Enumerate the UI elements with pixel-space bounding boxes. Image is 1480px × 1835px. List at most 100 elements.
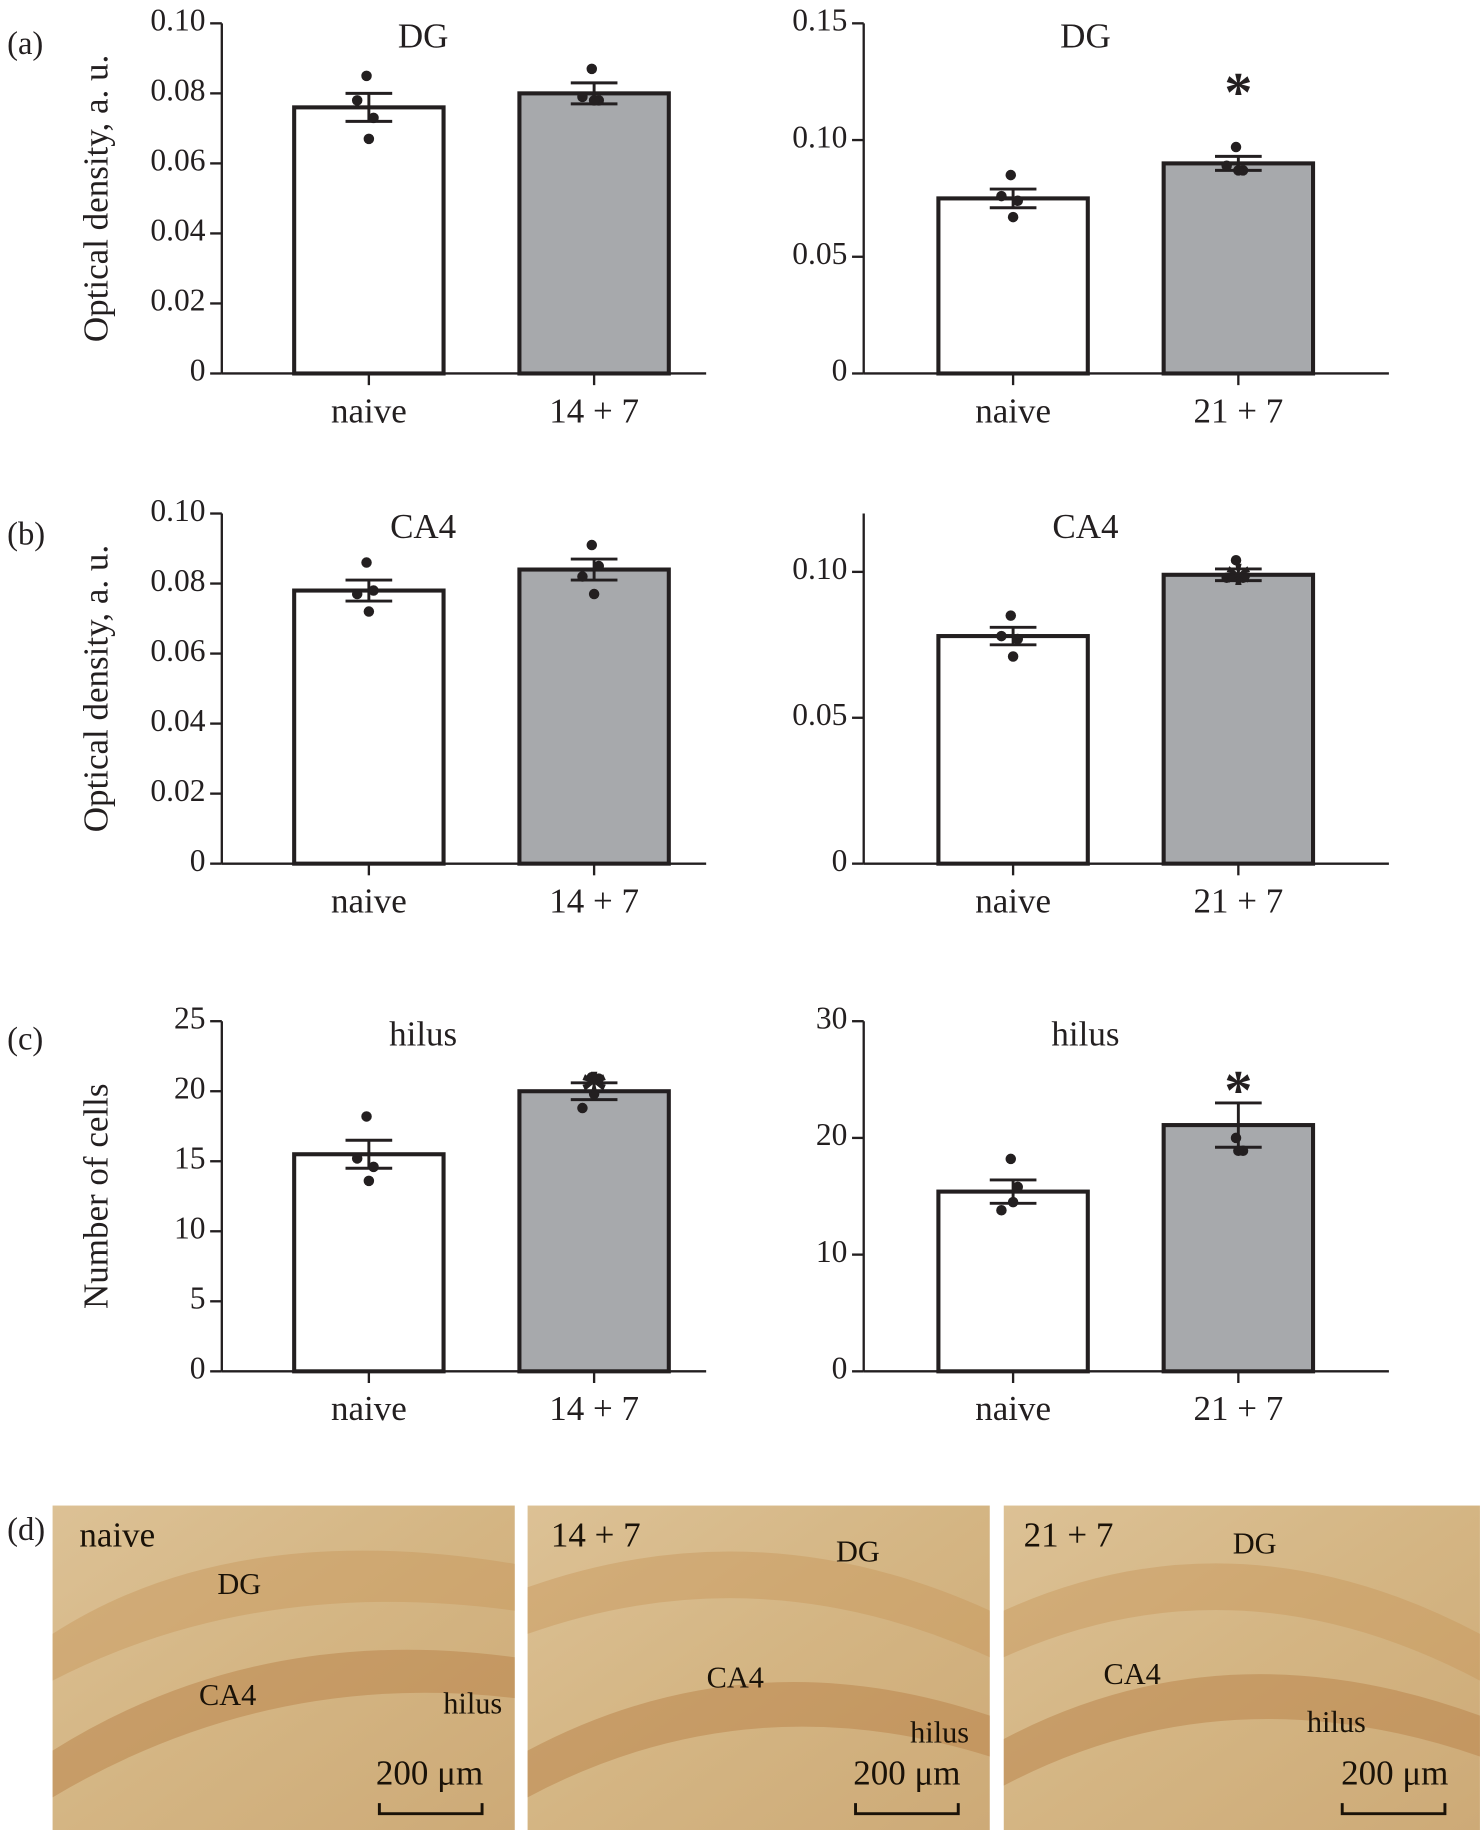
y-tick-label: 0 — [190, 1351, 206, 1386]
y-tick-label: 0 — [832, 843, 848, 878]
data-point — [361, 557, 372, 568]
scale-bar — [377, 1803, 484, 1816]
data-point — [1221, 572, 1232, 583]
data-point — [368, 1161, 379, 1173]
bar — [292, 588, 446, 866]
y-tick-label: 30 — [816, 1000, 848, 1035]
panel-label: (d) — [7, 1512, 45, 1548]
y-tick-label: 20 — [816, 1117, 848, 1152]
y-tick-label: 0.02 — [150, 283, 205, 318]
micrograph-image — [52, 1505, 515, 1830]
data-point — [361, 1111, 372, 1122]
bar — [936, 1189, 1090, 1374]
region-label: hilus — [443, 1686, 502, 1720]
data-point — [996, 630, 1007, 642]
y-axis-label: Number of cells — [76, 1084, 115, 1309]
data-point — [1233, 165, 1244, 176]
data-point — [577, 571, 588, 582]
y-tick-label: 25 — [174, 1000, 206, 1035]
data-point — [368, 112, 379, 124]
bar — [517, 1089, 671, 1374]
data-point — [588, 95, 600, 106]
significance-marker: * — [1224, 552, 1252, 614]
y-tick-label: 0.15 — [792, 3, 847, 38]
bar — [936, 196, 1090, 376]
region-label: CA4 — [1103, 1657, 1160, 1691]
region-label: hilus — [1307, 1705, 1366, 1739]
region-label: DG — [1233, 1526, 1277, 1560]
data-point — [363, 606, 375, 617]
y-tick-label: 0.10 — [792, 119, 847, 154]
data-point — [1230, 141, 1242, 153]
tissue-band — [52, 1649, 515, 1798]
scale-bar — [1340, 1803, 1447, 1816]
y-tick-label: 20 — [174, 1070, 206, 1105]
y-tick-label: 10 — [816, 1234, 848, 1269]
data-point — [363, 1175, 375, 1187]
chart-title: hilus — [1051, 1015, 1119, 1054]
region-label: DG — [217, 1567, 261, 1601]
y-tick-label: 0.10 — [150, 3, 205, 38]
micrograph-label: 21 + 7 — [1024, 1515, 1114, 1554]
x-tick-label: naive — [331, 1389, 407, 1428]
scale-bar — [854, 1803, 960, 1816]
data-point — [351, 1153, 363, 1164]
micrograph-label: naive — [79, 1515, 155, 1554]
micrograph-image — [527, 1505, 990, 1830]
bar — [1161, 1123, 1316, 1374]
data-point — [996, 1205, 1007, 1216]
data-point — [1233, 1145, 1244, 1157]
region-label: CA4 — [707, 1661, 764, 1695]
x-tick-label: 21 + 7 — [1193, 882, 1283, 921]
panel-label: (c) — [7, 1022, 43, 1058]
tissue-band — [527, 1681, 990, 1798]
y-tick-label: 0 — [190, 353, 206, 388]
region-label: CA4 — [199, 1678, 256, 1712]
micrograph-label: 14 + 7 — [551, 1515, 641, 1554]
y-tick-label: 0.02 — [150, 773, 205, 808]
x-tick-label: 14 + 7 — [549, 882, 639, 921]
y-tick-label: 0.10 — [150, 493, 205, 528]
bar — [936, 634, 1090, 866]
y-tick-label: 0 — [190, 843, 206, 878]
region-label: hilus — [910, 1715, 969, 1749]
data-point — [1012, 1181, 1024, 1193]
y-tick-label: 0.08 — [150, 73, 205, 108]
bar — [517, 567, 671, 866]
panel-label: (a) — [7, 26, 43, 62]
data-point — [1230, 1132, 1242, 1144]
data-point — [351, 588, 363, 600]
chart-title: DG — [398, 17, 449, 56]
bar — [292, 105, 446, 376]
y-tick-label: 0.08 — [150, 563, 205, 598]
micrograph-image — [1003, 1505, 1480, 1830]
data-point — [1007, 1196, 1019, 1208]
data-point — [586, 63, 598, 75]
data-point — [363, 133, 375, 145]
bar — [1161, 161, 1316, 376]
error-bar — [989, 625, 1037, 647]
data-point — [593, 560, 605, 572]
data-point — [586, 539, 598, 551]
data-point — [996, 190, 1007, 202]
data-point — [1007, 211, 1019, 223]
micrograph-layer — [52, 1505, 1480, 1830]
bar — [1161, 572, 1316, 866]
data-point — [1233, 572, 1244, 583]
panel-label: (b) — [7, 516, 45, 552]
x-tick-label: naive — [975, 391, 1051, 430]
y-tick-label: 0.10 — [792, 551, 847, 586]
scale-bar-label: 200 μm — [1341, 1753, 1448, 1792]
x-tick-label: 14 + 7 — [549, 1389, 639, 1428]
scale-bar-label: 200 μm — [853, 1753, 960, 1792]
chart-title: DG — [1060, 17, 1111, 56]
y-tick-label: 15 — [174, 1140, 206, 1175]
y-tick-label: 0 — [832, 1351, 848, 1386]
data-point — [368, 585, 379, 596]
tissue-band — [1003, 1563, 1480, 1681]
bar — [292, 1152, 446, 1374]
chart-title: hilus — [389, 1015, 457, 1054]
y-tick-label: 5 — [190, 1281, 206, 1316]
